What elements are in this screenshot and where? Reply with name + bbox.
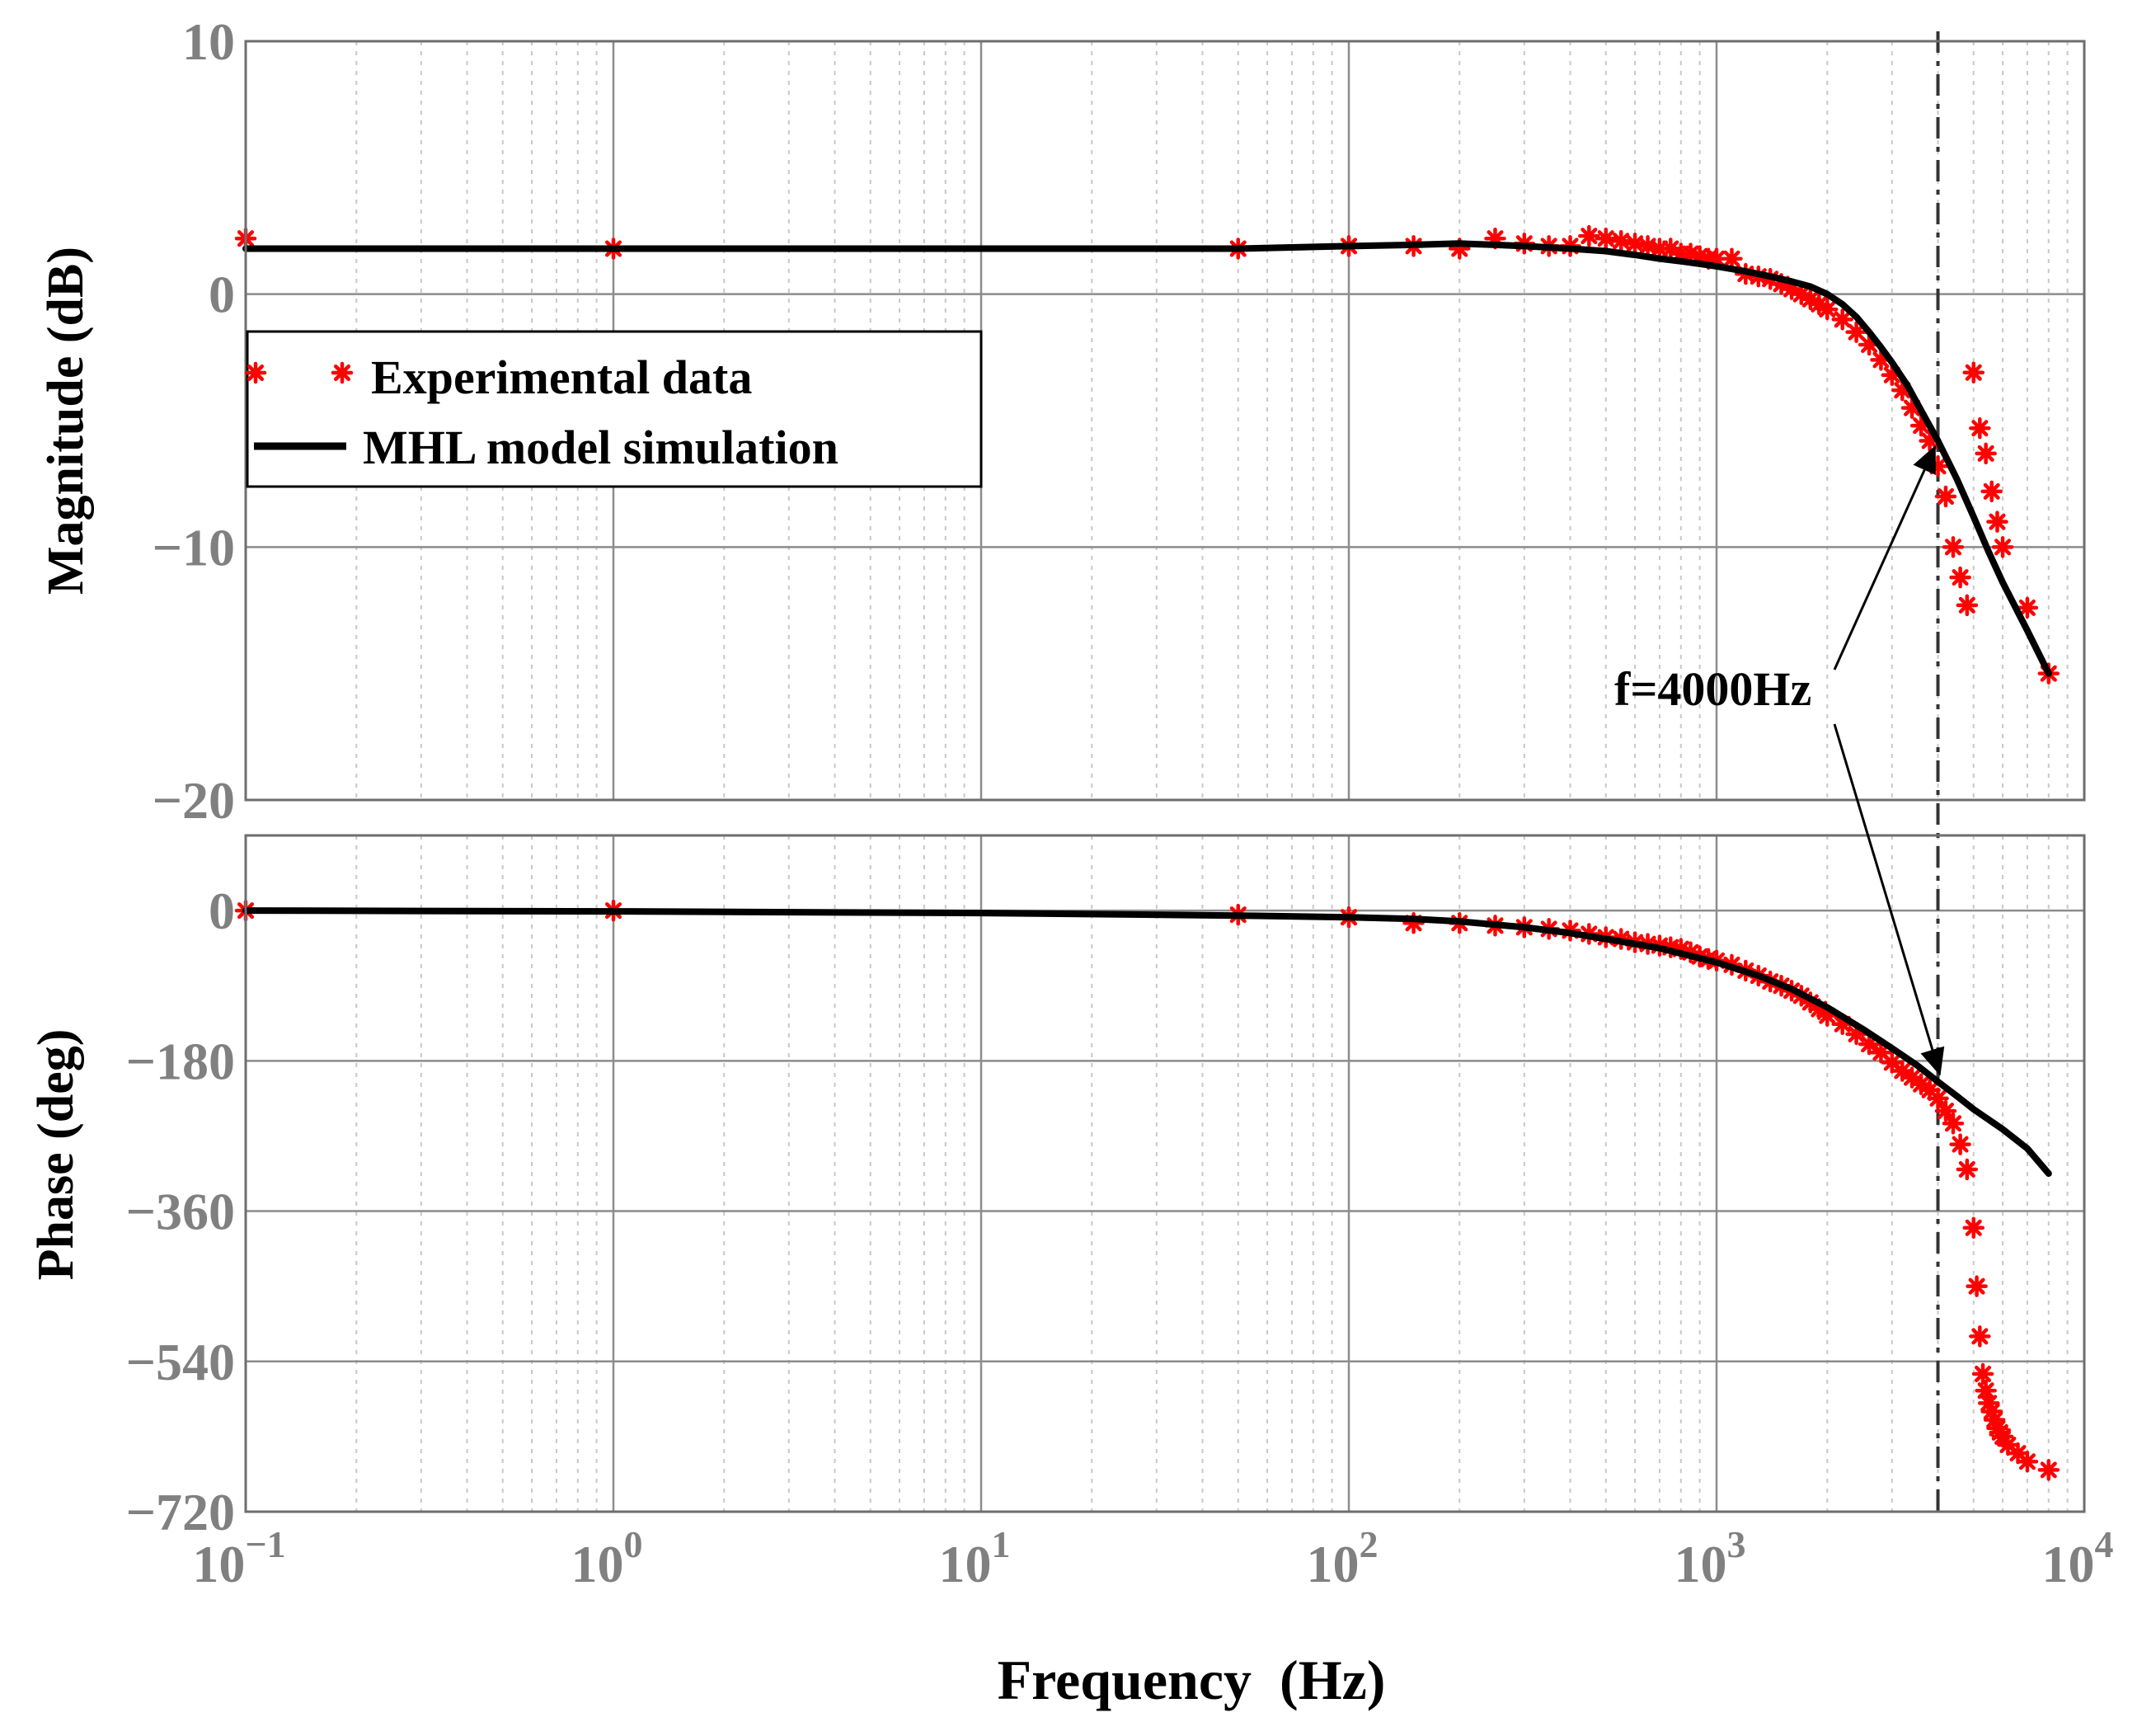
magnitude-experimental-point — [1956, 594, 1979, 617]
magnitude-experimental-point — [1578, 224, 1600, 247]
x-tick-label: 10−1 — [192, 1523, 285, 1593]
magnitude-experimental-point — [1980, 480, 2003, 503]
phase-experimental-point — [2016, 1451, 2039, 1473]
x-axis-label: Frequency (Hz) — [998, 1649, 1386, 1711]
magnitude-experimental-point — [1816, 298, 1839, 321]
magnitude-experimental-point — [1962, 361, 1985, 383]
phase-experimental-point — [1969, 1325, 1991, 1348]
phase-y-axis-label: Phase (deg) — [28, 1029, 84, 1281]
legend-label-experimental: Experimental data — [371, 350, 752, 404]
x-tick-label: 104 — [2042, 1523, 2114, 1593]
magnitude-experimental-point — [1845, 321, 1867, 343]
annotation-text: f=4000Hz — [1614, 662, 1811, 716]
legend-star — [331, 361, 354, 384]
annotation-arrow-phase — [1833, 723, 1945, 1076]
magnitude-y-tick-label: −10 — [153, 518, 235, 576]
phase-experimental-point — [1949, 1133, 1971, 1155]
phase-plot-area — [246, 835, 2084, 1512]
x-tick-label: 100 — [571, 1523, 643, 1593]
magnitude-experimental-point — [1595, 227, 1617, 250]
magnitude-experimental-point — [1934, 485, 1957, 508]
magnitude-experimental-point — [1991, 536, 2014, 558]
magnitude-experimental-point — [1831, 308, 1853, 331]
phase-y-ticks: 0 −180 −360 −540 −720 — [126, 882, 235, 1541]
magnitude-experimental-point — [2016, 596, 2039, 619]
legend: Experimental data MHL model simulation — [244, 330, 983, 488]
legend-label-simulation: MHL model simulation — [363, 421, 838, 474]
magnitude-experimental-point — [1609, 230, 1632, 252]
phase-grid — [244, 835, 2086, 1513]
magnitude-y-ticks: 10 0 −10 −20 — [153, 12, 235, 830]
legend-box — [246, 330, 983, 488]
x-tick-label: 103 — [1675, 1523, 1746, 1593]
legend-star — [244, 361, 267, 384]
magnitude-y-axis-label: Magnitude (dB) — [38, 247, 94, 595]
phase-experimental-point — [1971, 1362, 1994, 1386]
phase-y-tick-label: −360 — [126, 1183, 235, 1241]
phase-experimental-point — [1966, 1275, 1988, 1297]
phase-series — [234, 899, 2060, 1481]
phase-experimental-point — [1956, 1158, 1979, 1181]
magnitude-y-tick-label: 10 — [182, 12, 235, 71]
magnitude-experimental-point — [1986, 510, 2008, 533]
magnitude-series — [234, 224, 2060, 685]
phase-experimental-point — [1942, 1113, 1965, 1135]
magnitude-experimental-point — [1949, 566, 1971, 589]
phase-y-tick-label: −720 — [126, 1483, 235, 1541]
magnitude-y-tick-label: −20 — [153, 771, 235, 830]
x-tick-label: 102 — [1307, 1523, 1379, 1593]
magnitude-experimental-point — [1942, 536, 1965, 558]
x-tick-label: 101 — [939, 1523, 1011, 1593]
phase-simulation-line — [242, 907, 2052, 1177]
phase-experimental-point — [2037, 1459, 2060, 1481]
magnitude-experimental-point — [1721, 247, 1743, 270]
x-ticks: 10−1 100 101 102 103 104 — [192, 1523, 2113, 1593]
phase-y-tick-label: −180 — [126, 1032, 235, 1090]
magnitude-simulation-line — [242, 240, 2052, 677]
legend-marker-experimental — [244, 361, 354, 384]
magnitude-y-tick-label: 0 — [209, 266, 235, 324]
phase-y-tick-label: 0 — [209, 882, 235, 940]
phase-experimental-point — [1962, 1216, 1985, 1240]
annotation-arrow-magnitude — [1833, 445, 1936, 670]
frequency-annotation: f=4000Hz — [1614, 445, 1945, 1076]
magnitude-frame — [244, 40, 2086, 802]
phase-experimental-point — [1975, 1379, 1997, 1402]
magnitude-experimental-point — [1975, 442, 1997, 465]
phase-frame — [244, 834, 2086, 1513]
phase-y-tick-label: −540 — [126, 1333, 235, 1391]
magnitude-experimental-point — [1969, 416, 1991, 440]
